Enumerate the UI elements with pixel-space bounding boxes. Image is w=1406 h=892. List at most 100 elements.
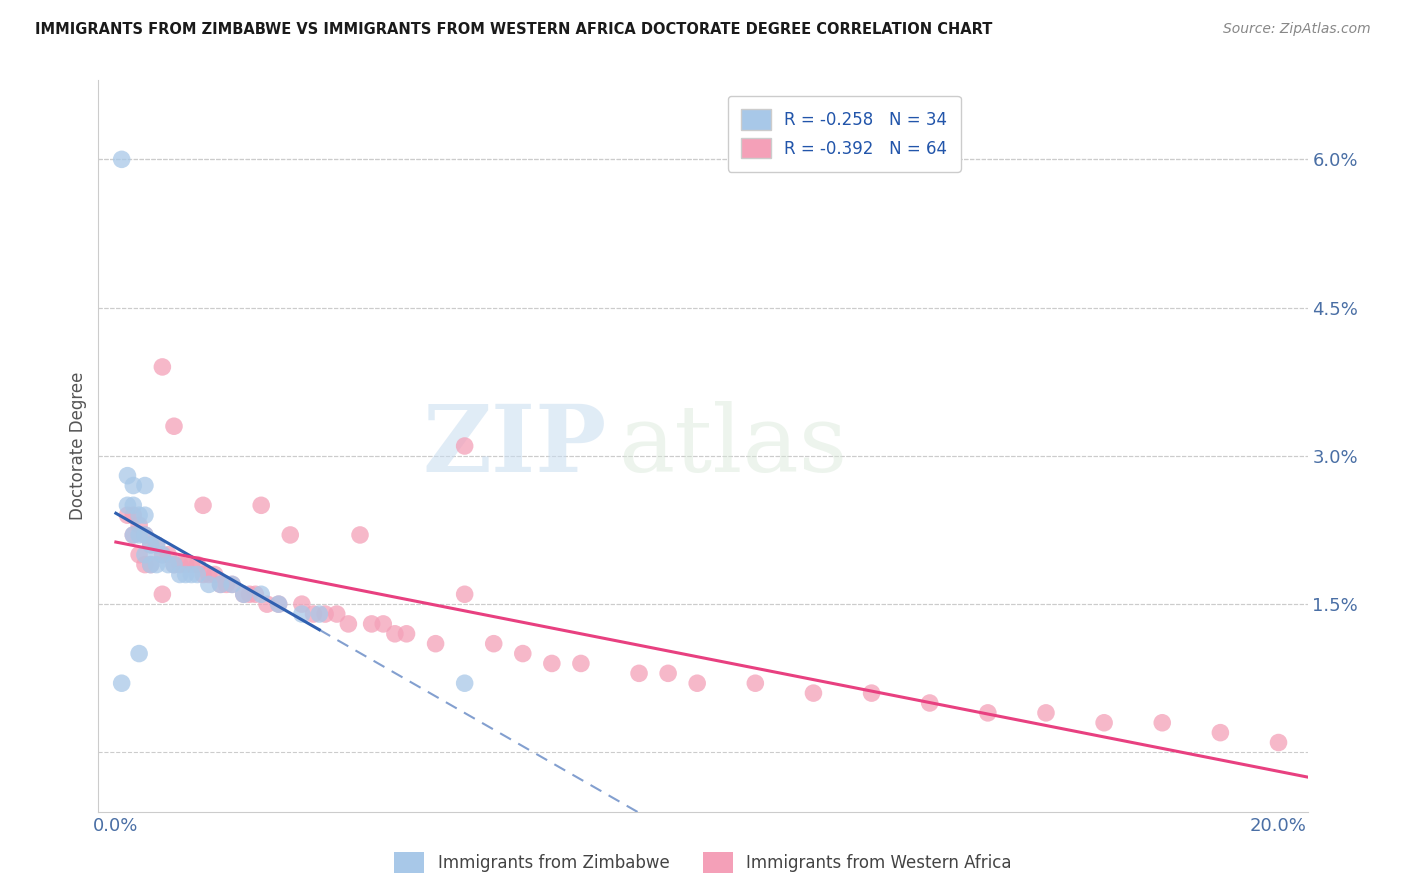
Point bbox=[191, 567, 214, 582]
Point bbox=[145, 558, 167, 572]
Point bbox=[628, 666, 651, 681]
Point bbox=[169, 558, 191, 572]
Point bbox=[198, 567, 221, 582]
Point bbox=[291, 597, 314, 611]
Point bbox=[111, 676, 134, 690]
Point bbox=[453, 676, 475, 690]
Point bbox=[122, 478, 145, 492]
Text: ZIP: ZIP bbox=[422, 401, 606, 491]
Point bbox=[1092, 715, 1115, 730]
Point bbox=[1035, 706, 1057, 720]
Point bbox=[163, 419, 186, 434]
Point bbox=[860, 686, 883, 700]
Point bbox=[918, 696, 941, 710]
Point bbox=[157, 548, 180, 562]
Point bbox=[512, 647, 534, 661]
Point bbox=[278, 528, 301, 542]
Text: Source: ZipAtlas.com: Source: ZipAtlas.com bbox=[1223, 22, 1371, 37]
Point bbox=[163, 558, 186, 572]
Point bbox=[134, 478, 156, 492]
Point bbox=[209, 577, 232, 591]
Legend: R = -0.258   N = 34, R = -0.392   N = 64: R = -0.258 N = 34, R = -0.392 N = 64 bbox=[728, 96, 960, 171]
Point bbox=[744, 676, 766, 690]
Point bbox=[150, 359, 173, 374]
Point bbox=[198, 577, 221, 591]
Point bbox=[215, 577, 238, 591]
Point bbox=[308, 607, 330, 621]
Point bbox=[169, 567, 191, 582]
Point bbox=[482, 637, 505, 651]
Point bbox=[267, 597, 290, 611]
Point bbox=[174, 567, 197, 582]
Point bbox=[145, 538, 167, 552]
Text: IMMIGRANTS FROM ZIMBABWE VS IMMIGRANTS FROM WESTERN AFRICA DOCTORATE DEGREE CORR: IMMIGRANTS FROM ZIMBABWE VS IMMIGRANTS F… bbox=[35, 22, 993, 37]
Point bbox=[209, 577, 232, 591]
Point bbox=[245, 587, 267, 601]
Point bbox=[657, 666, 679, 681]
Point bbox=[157, 558, 180, 572]
Point bbox=[134, 548, 156, 562]
Point bbox=[326, 607, 349, 621]
Point bbox=[150, 548, 173, 562]
Point bbox=[1152, 715, 1174, 730]
Point bbox=[239, 587, 262, 601]
Point bbox=[425, 637, 447, 651]
Point bbox=[349, 528, 371, 542]
Point bbox=[145, 538, 167, 552]
Point bbox=[221, 577, 243, 591]
Point bbox=[134, 558, 156, 572]
Point bbox=[232, 587, 254, 601]
Point bbox=[174, 558, 197, 572]
Point bbox=[122, 508, 145, 523]
Point bbox=[139, 558, 162, 572]
Point bbox=[291, 607, 314, 621]
Point bbox=[117, 468, 139, 483]
Point bbox=[569, 657, 592, 671]
Point bbox=[139, 538, 162, 552]
Point bbox=[453, 439, 475, 453]
Point bbox=[803, 686, 825, 700]
Point bbox=[134, 528, 156, 542]
Point bbox=[384, 627, 406, 641]
Point bbox=[150, 548, 173, 562]
Y-axis label: Doctorate Degree: Doctorate Degree bbox=[69, 372, 87, 520]
Point bbox=[128, 518, 150, 533]
Point bbox=[250, 587, 273, 601]
Point bbox=[267, 597, 290, 611]
Point bbox=[134, 528, 156, 542]
Point bbox=[134, 508, 156, 523]
Point bbox=[186, 567, 208, 582]
Point bbox=[256, 597, 278, 611]
Point bbox=[191, 498, 214, 512]
Point bbox=[686, 676, 709, 690]
Point bbox=[128, 647, 150, 661]
Point bbox=[180, 567, 202, 582]
Point bbox=[373, 616, 395, 631]
Point bbox=[117, 498, 139, 512]
Point bbox=[128, 548, 150, 562]
Point bbox=[977, 706, 1000, 720]
Point bbox=[540, 657, 562, 671]
Point bbox=[180, 558, 202, 572]
Point bbox=[232, 587, 254, 601]
Legend: Immigrants from Zimbabwe, Immigrants from Western Africa: Immigrants from Zimbabwe, Immigrants fro… bbox=[388, 846, 1018, 880]
Point bbox=[204, 567, 226, 582]
Point bbox=[302, 607, 325, 621]
Point bbox=[1267, 735, 1289, 749]
Point bbox=[250, 498, 273, 512]
Point bbox=[122, 528, 145, 542]
Point bbox=[122, 498, 145, 512]
Point bbox=[128, 508, 150, 523]
Point bbox=[163, 558, 186, 572]
Text: atlas: atlas bbox=[619, 401, 848, 491]
Point bbox=[186, 558, 208, 572]
Point bbox=[117, 508, 139, 523]
Point bbox=[1209, 725, 1232, 739]
Point bbox=[139, 558, 162, 572]
Point bbox=[150, 587, 173, 601]
Point bbox=[453, 587, 475, 601]
Point bbox=[139, 538, 162, 552]
Point bbox=[337, 616, 360, 631]
Point bbox=[111, 153, 134, 167]
Point bbox=[122, 528, 145, 542]
